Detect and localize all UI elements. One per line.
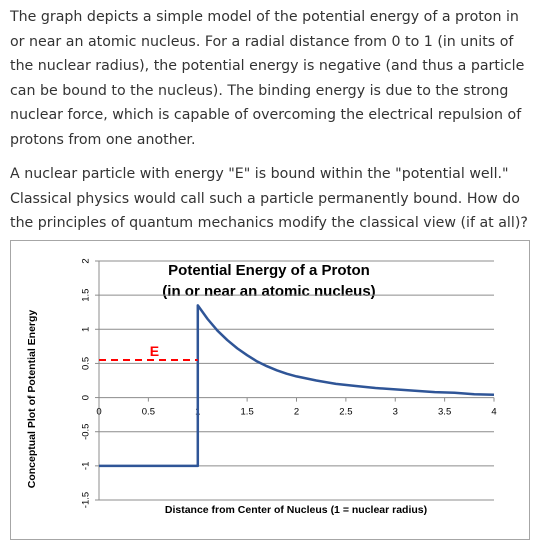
x-tick-label: 2.5 <box>339 407 352 418</box>
y-tick-label: 2 <box>81 258 92 263</box>
y-tick-label: -0.5 <box>81 424 92 440</box>
paragraph-intro: The graph depicts a simple model of the … <box>10 9 525 148</box>
y-tick-label: 1 <box>81 327 92 332</box>
y-tick-label: 1.5 <box>81 289 92 302</box>
x-tick-label: 1.5 <box>241 407 254 418</box>
y-tick-label: 0.5 <box>81 357 92 370</box>
y-tick-label: -1.5 <box>81 492 92 508</box>
chart-title: Potential Energy of a Proton <box>168 262 370 279</box>
y-axis-label: Conceptual Plot of Potential Energy <box>26 310 38 489</box>
x-tick-label: 3 <box>393 407 398 418</box>
x-tick-label: 2 <box>294 407 299 418</box>
chart-subtitle: (in or near an atomic nucleus) <box>162 283 375 300</box>
x-axis-label: Distance from Center of Nucleus (1 = nuc… <box>165 504 427 516</box>
energy-level-label: E <box>150 343 159 359</box>
series-line <box>99 304 495 468</box>
axes: -1.5-1-0.500.511.520 0.5 1 1.5 2 2.5 3 3.5 4 <box>81 258 497 508</box>
series <box>99 304 495 468</box>
chart-figure: Conceptual Plot of Potential Energy Pote… <box>10 240 530 540</box>
paragraph-question: A nuclear particle with energy "E" is bo… <box>10 166 528 231</box>
x-tick-label: 0.5 <box>142 407 155 418</box>
y-tick-label: 0 <box>81 395 92 400</box>
x-tick-label: 3.5 <box>438 407 451 418</box>
x-tick-label: 0 <box>96 407 101 418</box>
potential-energy-chart: Conceptual Plot of Potential Energy Pote… <box>26 258 497 516</box>
y-tick-label: -1 <box>81 462 92 470</box>
x-tick-label: 4 <box>491 407 496 418</box>
energy-level: E <box>99 343 198 362</box>
